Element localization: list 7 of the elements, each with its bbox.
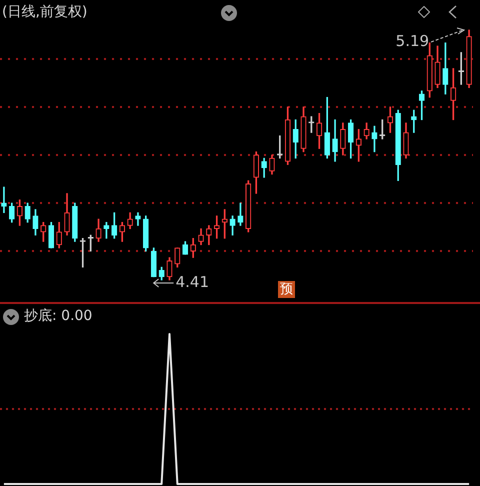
candlestick <box>104 222 110 239</box>
chart-title: (日线,前复权) <box>2 3 88 21</box>
annotation: 4.41 <box>176 272 210 291</box>
annotation: 5.19 <box>396 32 430 50</box>
text: 预 <box>278 281 295 298</box>
chart-title: 抄底: 0.00 <box>24 307 92 325</box>
candlestick <box>1 186 7 214</box>
